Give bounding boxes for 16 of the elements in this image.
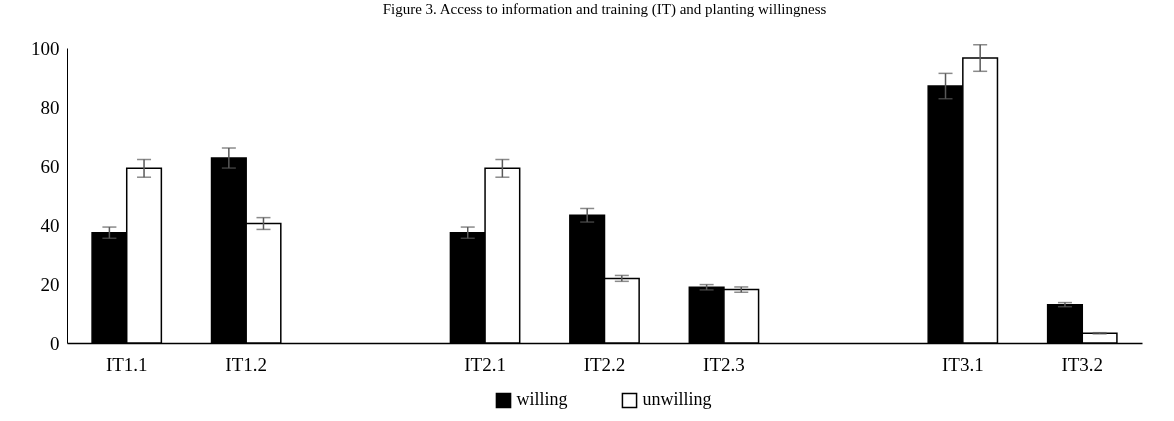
x-tick-label: IT1.2 — [225, 353, 268, 375]
x-tick-label: IT2.1 — [464, 353, 506, 375]
chart-title: Figure 3. Access to information and training (IT) and planting willingness — [382, 1, 827, 18]
y-tick-label: 80 — [40, 96, 60, 118]
x-tick-label: IT3.2 — [1061, 353, 1104, 375]
x-tick-label: IT2.3 — [703, 353, 745, 375]
x-tick-label: IT2.2 — [583, 353, 626, 375]
x-tick-label: IT1.1 — [105, 353, 148, 375]
x-tick-label: IT3.1 — [941, 353, 984, 375]
legend-label: willing — [516, 389, 568, 410]
y-tick-label: 40 — [40, 214, 60, 236]
y-tick-label: 100 — [31, 37, 60, 59]
y-tick-label: 20 — [40, 273, 60, 295]
y-tick-label: 0 — [50, 332, 60, 354]
legend-label: unwilling — [642, 389, 712, 410]
y-tick-label: 60 — [40, 155, 60, 177]
